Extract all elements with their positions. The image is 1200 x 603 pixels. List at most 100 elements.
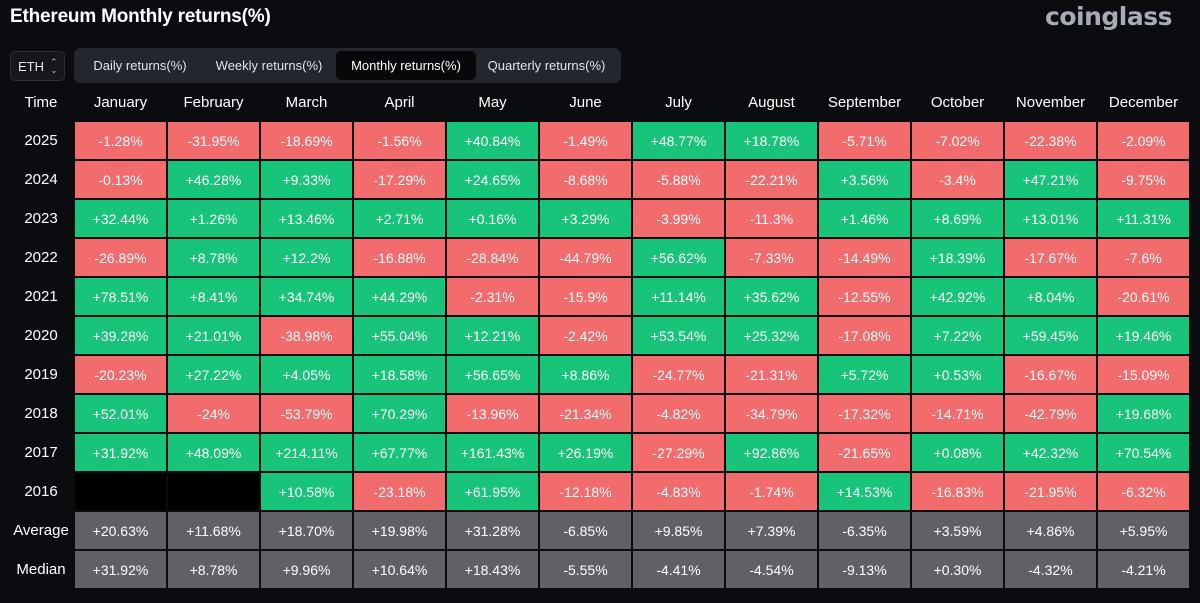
return-cell: -26.89% [75, 239, 166, 276]
return-cell: +59.45% [1005, 317, 1096, 354]
page-title: Ethereum Monthly returns(%) [10, 6, 271, 27]
return-cell: -0.13% [75, 161, 166, 198]
return-cell: -4.83% [633, 473, 724, 510]
summary-cell-average: +31.28% [447, 512, 538, 549]
return-cell: -5.71% [819, 122, 910, 159]
return-cell: +31.92% [75, 434, 166, 471]
return-cell: +46.28% [168, 161, 259, 198]
chevron-up-icon: ⌃ [50, 57, 58, 67]
return-cell: -23.18% [354, 473, 445, 510]
row-label-2018: 2018 [24, 405, 58, 422]
column-header-november: November [1015, 94, 1086, 111]
return-cell: +18.39% [912, 239, 1003, 276]
return-cell: +26.19% [540, 434, 631, 471]
return-cell [75, 473, 166, 510]
return-cell: +35.62% [726, 278, 817, 315]
return-cell: -18.69% [261, 122, 352, 159]
return-cell: -7.33% [726, 239, 817, 276]
chevron-down-icon: ⌄ [50, 65, 58, 75]
return-cell: +32.44% [75, 200, 166, 237]
table-header-row: Time January February March April May June July… [0, 87, 1200, 118]
return-cell: -16.67% [1005, 356, 1096, 393]
return-cell: -12.18% [540, 473, 631, 510]
return-cell: +11.31% [1098, 200, 1189, 237]
return-cell: +5.72% [819, 356, 910, 393]
return-cell: +161.43% [447, 434, 538, 471]
return-cell: -20.23% [75, 356, 166, 393]
row-label-2022: 2022 [24, 249, 58, 266]
return-cell: -2.09% [1098, 122, 1189, 159]
summary-cell-median: +10.64% [354, 551, 445, 588]
return-cell: -16.88% [354, 239, 445, 276]
return-cell: -2.31% [447, 278, 538, 315]
return-cell: +19.46% [1098, 317, 1189, 354]
return-cell: +13.01% [1005, 200, 1096, 237]
return-cell: -15.9% [540, 278, 631, 315]
summary-cell-median: -4.54% [726, 551, 817, 588]
row-label-2023: 2023 [24, 210, 58, 227]
return-cell: -17.29% [354, 161, 445, 198]
return-cell: +19.68% [1098, 395, 1189, 432]
return-cell: -1.28% [75, 122, 166, 159]
return-cell: -11.3% [726, 200, 817, 237]
return-cell: -1.74% [726, 473, 817, 510]
return-cell: +78.51% [75, 278, 166, 315]
return-cell: -9.75% [1098, 161, 1189, 198]
column-header-october: October [930, 94, 985, 111]
return-cell: -31.95% [168, 122, 259, 159]
return-cell: -15.09% [1098, 356, 1189, 393]
return-cell: -6.32% [1098, 473, 1189, 510]
return-cell: +8.86% [540, 356, 631, 393]
return-cell: +53.54% [633, 317, 724, 354]
asset-select-value: ETH [18, 58, 44, 74]
return-cell: -7.6% [1098, 239, 1189, 276]
summary-cell-median: -4.41% [633, 551, 724, 588]
return-cell: +1.46% [819, 200, 910, 237]
return-cell: +3.29% [540, 200, 631, 237]
asset-select[interactable]: ETH ⌃ ⌄ [10, 51, 65, 81]
summary-cell-average: -6.35% [819, 512, 910, 549]
summary-cell-median: -9.13% [819, 551, 910, 588]
return-cell: -21.31% [726, 356, 817, 393]
column-header-july: July [665, 94, 692, 111]
summary-cell-average: +9.85% [633, 512, 724, 549]
summary-cell-average: -6.85% [540, 512, 631, 549]
return-cell: +24.65% [447, 161, 538, 198]
summary-cell-median: +0.30% [912, 551, 1003, 588]
return-cell: +8.78% [168, 239, 259, 276]
column-header-december: December [1108, 94, 1179, 111]
return-cell: -14.49% [819, 239, 910, 276]
coinglass-logo[interactable]: coinglass [1045, 2, 1172, 31]
summary-cell-average: +3.59% [912, 512, 1003, 549]
return-cell: +3.56% [819, 161, 910, 198]
return-cell: +34.74% [261, 278, 352, 315]
tab-monthly-returns[interactable]: Monthly returns(%) [336, 51, 476, 80]
summary-cell-average: +11.68% [168, 512, 259, 549]
summary-cell-average: +5.95% [1098, 512, 1189, 549]
return-cell: +48.09% [168, 434, 259, 471]
row-label-2020: 2020 [24, 327, 58, 344]
return-cell: +47.21% [1005, 161, 1096, 198]
summary-cell-median: -4.21% [1098, 551, 1189, 588]
return-cell: -17.32% [819, 395, 910, 432]
return-cell: +8.69% [912, 200, 1003, 237]
summary-cell-average: +18.70% [261, 512, 352, 549]
return-cell: -5.88% [633, 161, 724, 198]
column-header-june: June [569, 94, 602, 111]
return-cell: -1.56% [354, 122, 445, 159]
return-cell: -24.77% [633, 356, 724, 393]
tab-quarterly-returns[interactable]: Quarterly returns(%) [487, 58, 606, 73]
return-cell: -53.79% [261, 395, 352, 432]
return-cell: -2.42% [540, 317, 631, 354]
return-cell: -24% [168, 395, 259, 432]
return-cell: +70.54% [1098, 434, 1189, 471]
return-cell: +56.62% [633, 239, 724, 276]
row-label-average: Average [13, 522, 69, 539]
column-header-february: February [183, 94, 244, 111]
return-cell: +52.01% [75, 395, 166, 432]
tab-daily-returns[interactable]: Daily returns(%) [93, 58, 187, 73]
tab-weekly-returns[interactable]: Weekly returns(%) [215, 58, 323, 73]
return-cell: -20.61% [1098, 278, 1189, 315]
return-cell: -22.38% [1005, 122, 1096, 159]
summary-cell-average: +4.86% [1005, 512, 1096, 549]
